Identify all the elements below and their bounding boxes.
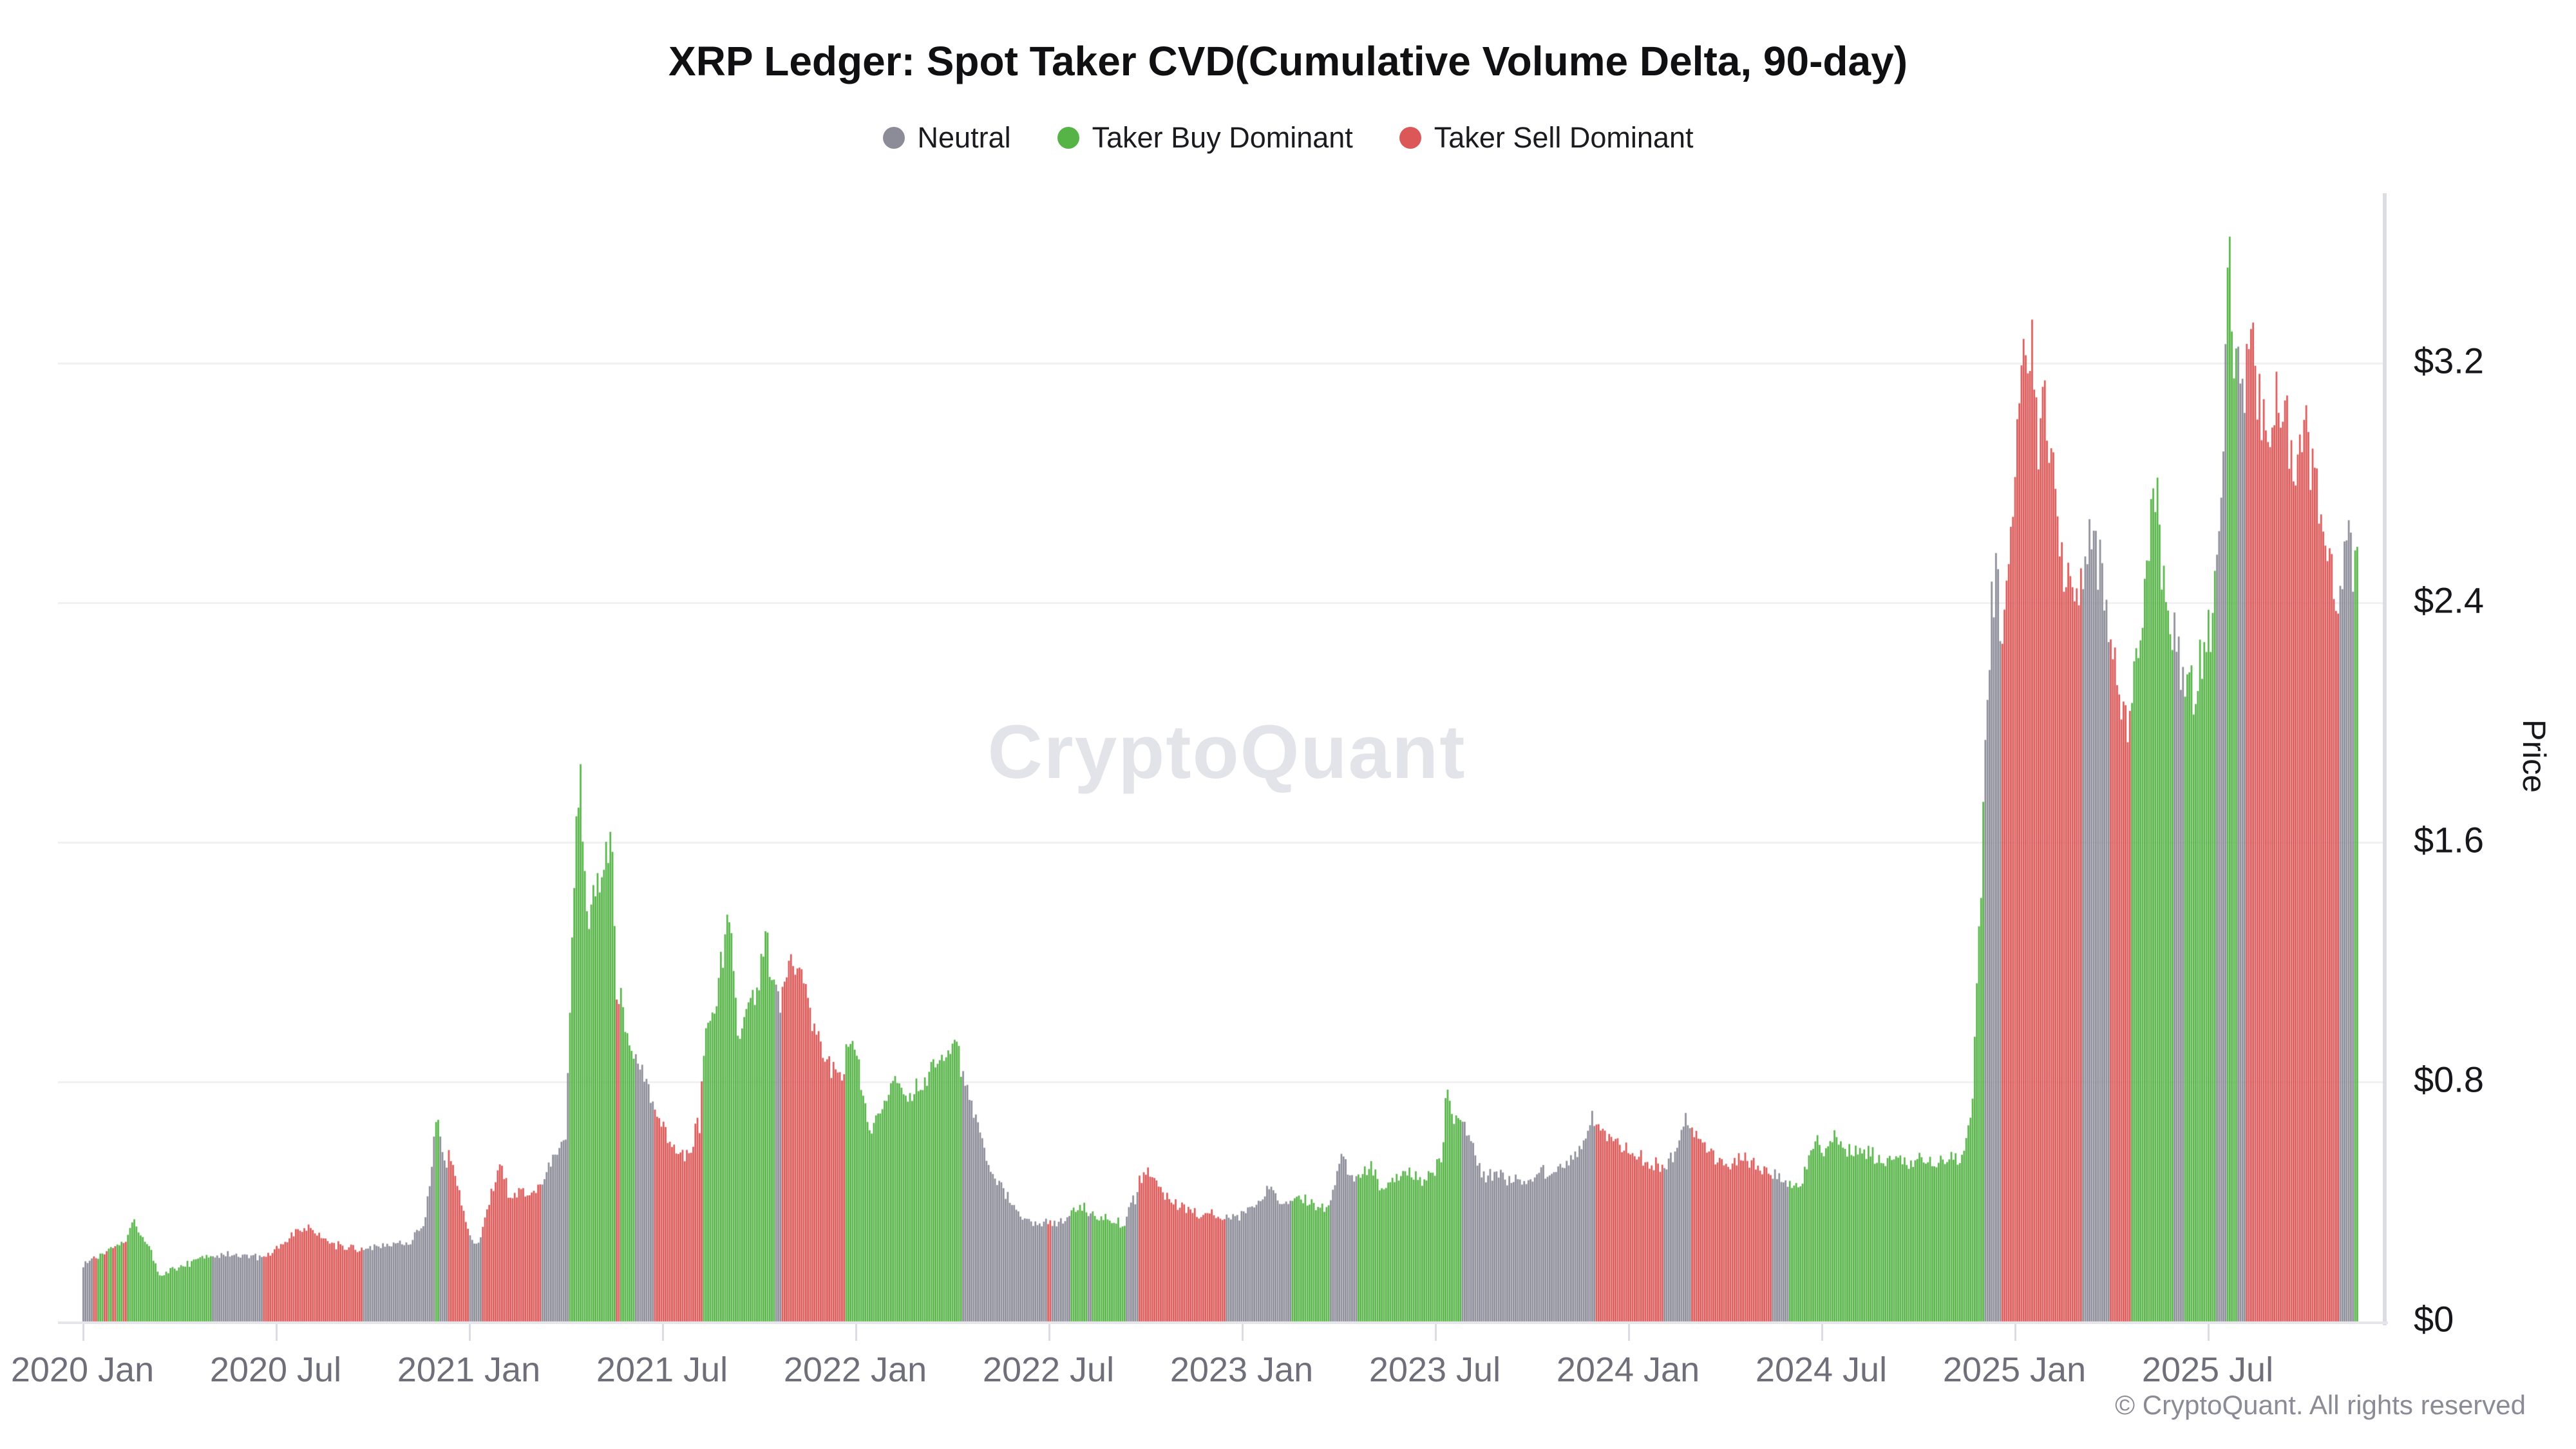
- x-axis-tick-label: 2025 Jan: [1942, 1350, 2087, 1389]
- x-axis-tick: [1435, 1324, 1437, 1341]
- y-axis-tick-label: $1.6: [2414, 819, 2484, 860]
- y-axis-tick-label: $0: [2414, 1298, 2454, 1340]
- y-axis-line: [2383, 193, 2387, 1325]
- x-axis-tick-label: 2024 Jan: [1556, 1350, 1700, 1389]
- x-axis-tick-label: 2021 Jan: [397, 1350, 541, 1389]
- x-axis-tick: [82, 1324, 84, 1341]
- x-axis-tick: [1048, 1324, 1050, 1341]
- x-axis-tick: [1628, 1324, 1630, 1341]
- copyright-note: © CryptoQuant. All rights reserved: [2115, 1390, 2526, 1420]
- x-axis-tick: [2208, 1324, 2210, 1341]
- x-axis-tick: [469, 1324, 471, 1341]
- x-axis-tick: [1821, 1324, 1823, 1341]
- x-axis-line: [58, 1321, 2388, 1324]
- x-axis-tick: [1242, 1324, 1244, 1341]
- y-axis-tick-label: $0.8: [2414, 1059, 2484, 1100]
- x-axis-tick-label: 2023 Jul: [1368, 1350, 1501, 1389]
- x-axis-tick-label: 2025 Jul: [2141, 1350, 2274, 1389]
- x-axis-tick-label: 2022 Jan: [783, 1350, 927, 1389]
- y-axis-title: Price: [2515, 719, 2552, 793]
- x-axis-tick-label: 2024 Jul: [1755, 1350, 1888, 1389]
- x-axis-tick: [2014, 1324, 2016, 1341]
- x-axis-tick-label: 2020 Jan: [10, 1350, 155, 1389]
- y-axis-tick-label: $3.2: [2414, 340, 2484, 381]
- x-axis-tick-label: 2020 Jul: [209, 1350, 342, 1389]
- x-axis-tick-label: 2022 Jul: [982, 1350, 1115, 1389]
- y-axis-tick-label: $2.4: [2414, 580, 2484, 621]
- x-axis-tick-label: 2023 Jan: [1170, 1350, 1314, 1389]
- x-axis-tick: [855, 1324, 857, 1341]
- x-axis-tick: [276, 1324, 278, 1341]
- x-axis-tick-label: 2021 Jul: [596, 1350, 728, 1389]
- x-axis-tick: [662, 1324, 664, 1341]
